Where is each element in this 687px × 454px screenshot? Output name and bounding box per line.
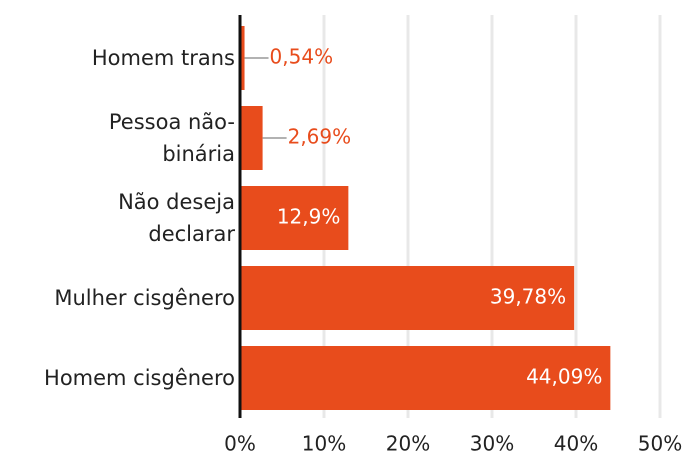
value-label: 39,78% xyxy=(490,285,566,309)
x-tick-label: 40% xyxy=(554,432,598,454)
bar xyxy=(240,26,245,90)
bar xyxy=(240,346,611,410)
bar xyxy=(240,186,349,250)
x-tick-label: 20% xyxy=(386,432,430,454)
x-tick-label: 0% xyxy=(224,432,256,454)
y-tick-label: Não deseja declarar xyxy=(118,190,235,246)
y-tick-label: Homem cisgênero xyxy=(44,366,235,390)
bar xyxy=(240,266,575,330)
value-label: 2,69% xyxy=(288,125,352,149)
value-label: 12,9% xyxy=(277,205,341,229)
x-tick-label: 50% xyxy=(638,432,682,454)
value-label: 44,09% xyxy=(526,365,602,389)
value-label: 0,54% xyxy=(270,45,334,69)
bar xyxy=(240,106,263,170)
y-tick-label: Homem trans xyxy=(91,46,235,70)
x-tick-label: 10% xyxy=(302,432,346,454)
y-tick-label: Pessoa não- binária xyxy=(108,110,235,166)
y-tick-label: Mulher cisgênero xyxy=(54,286,235,310)
x-tick-label: 30% xyxy=(470,432,514,454)
